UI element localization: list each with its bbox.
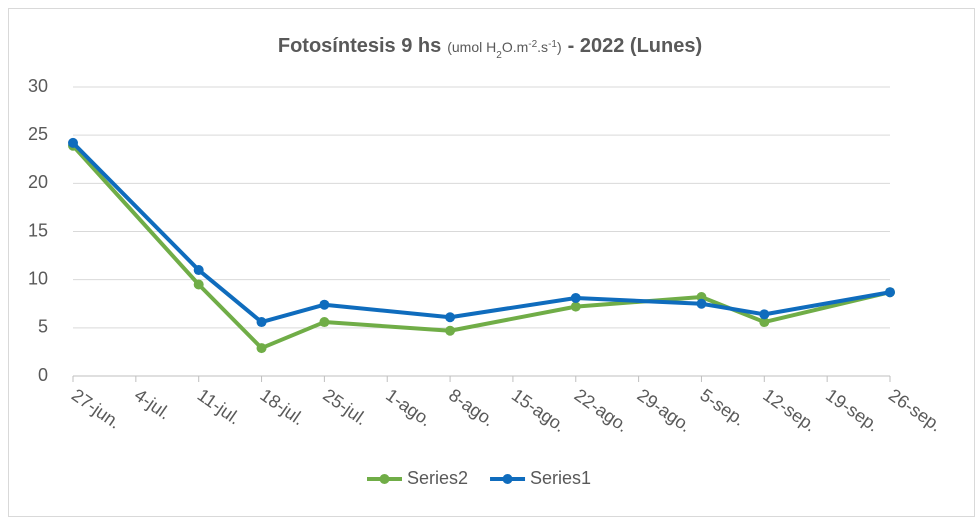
point	[319, 317, 330, 328]
legend-marker	[379, 474, 390, 484]
title-part: )	[557, 39, 562, 55]
point	[570, 301, 581, 312]
point	[256, 343, 267, 354]
title-part: -2	[528, 39, 537, 50]
point	[759, 309, 770, 320]
point	[68, 137, 78, 148]
point	[759, 317, 770, 328]
point	[193, 265, 204, 276]
title-part: (umol H	[447, 39, 496, 55]
point	[256, 317, 267, 328]
y-tick-label: 5	[38, 317, 48, 337]
title-part: O.m	[502, 39, 528, 55]
point	[193, 279, 204, 290]
y-tick-label: 0	[38, 365, 48, 385]
title-part: 2	[496, 50, 502, 61]
y-tick-label: 30	[28, 76, 48, 96]
y-tick-label: 10	[28, 268, 48, 288]
y-tick-label: 25	[28, 124, 48, 144]
point	[445, 312, 456, 323]
legend-label: Series2	[407, 468, 468, 488]
point	[696, 298, 707, 309]
point	[319, 299, 330, 310]
y-tick-label: 20	[28, 172, 48, 192]
chart-frame	[8, 8, 975, 517]
legend-marker	[502, 474, 513, 484]
title-part: - 2022 (Lunes)	[568, 35, 702, 57]
point	[570, 292, 581, 303]
chart-title: Fotosíntesis 9 hs (umol H2O.m-2.s-1) - 202…	[278, 35, 702, 61]
title-part: Fotosíntesis 9 hs	[278, 35, 441, 57]
title-part: -1	[548, 39, 557, 50]
legend-label: Series1	[530, 468, 591, 488]
point	[445, 325, 456, 336]
title-part: .s	[537, 39, 548, 55]
y-tick-label: 15	[28, 220, 48, 240]
point	[885, 287, 895, 298]
